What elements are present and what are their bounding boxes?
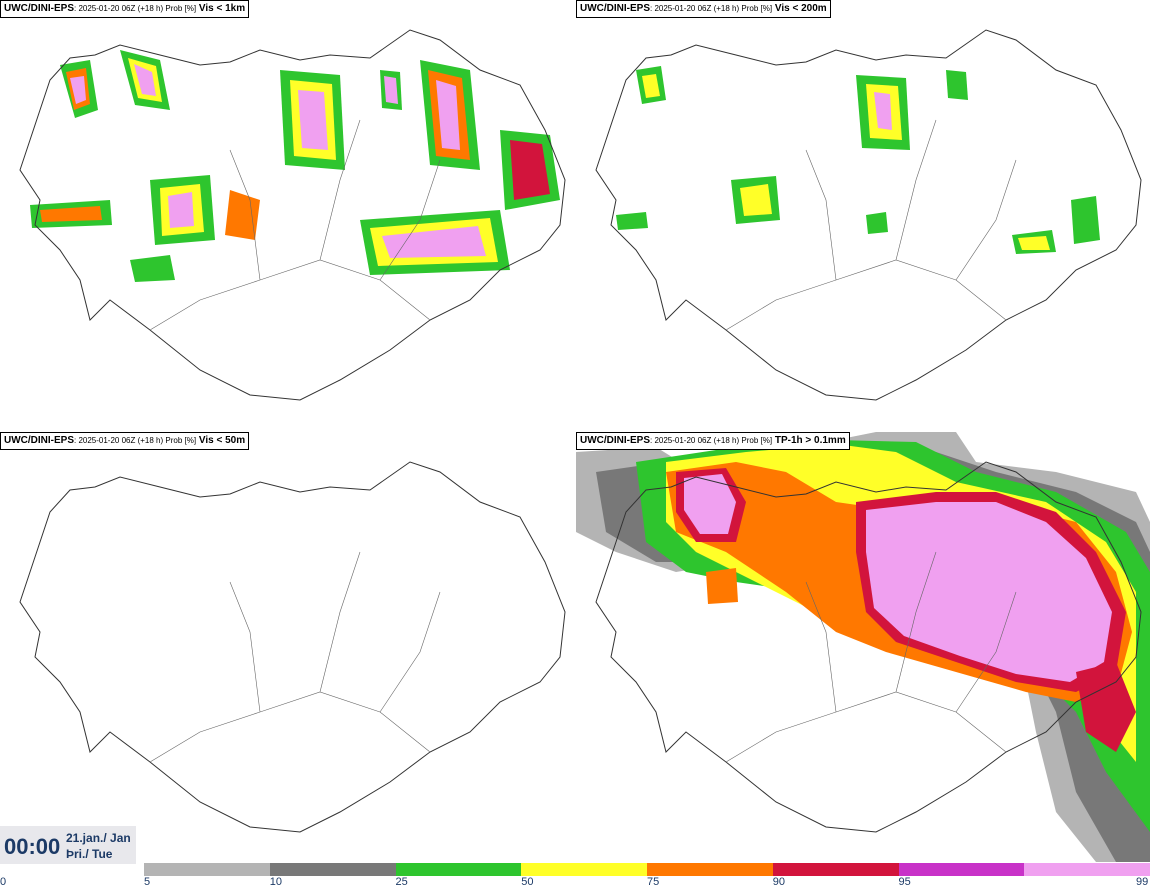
legend-tick-label: 99 <box>1136 876 1149 888</box>
coastline <box>595 461 1142 833</box>
legend-tick-label: 25 <box>395 876 408 888</box>
map-panel-vis-1km: UWC/DINI-EPS: 2025-01-20 06Z (+18 h) Pro… <box>0 0 574 430</box>
model-name: UWC/DINI-EPS <box>4 435 74 446</box>
legend-tick-label: 75 <box>647 876 660 888</box>
probability-fields <box>576 432 1150 862</box>
inland-boundaries <box>149 551 441 763</box>
legend-tick-label: 5 <box>144 876 151 888</box>
parameter-label: TP-1h > 0.1mm <box>774 435 846 446</box>
panel-title: UWC/DINI-EPS: 2025-01-20 06Z (+18 h) Pro… <box>0 0 250 18</box>
iceland-map <box>576 432 1150 862</box>
map-panel-tp-1h: UWC/DINI-EPS: 2025-01-20 06Z (+18 h) Pro… <box>576 432 1150 862</box>
inland-boundaries <box>725 551 1017 763</box>
iceland-map <box>19 29 566 401</box>
legend-tick-label: 50 <box>521 876 534 888</box>
map-panel-vis-200m: UWC/DINI-EPS: 2025-01-20 06Z (+18 h) Pro… <box>576 0 1150 430</box>
probability-fields <box>30 50 560 282</box>
parameter-label: Vis < 50m <box>198 435 246 446</box>
parameter-label: Vis < 1km <box>198 3 246 14</box>
valid-date-line2: Þri./ Tue <box>66 847 113 861</box>
valid-time-clock: 00:00 <box>4 834 61 859</box>
legend-tick-label: 0 <box>0 876 7 888</box>
coastline <box>19 29 566 401</box>
legend-tick-label: 10 <box>269 876 282 888</box>
iceland-map <box>595 29 1142 401</box>
map-panel-vis-50m: UWC/DINI-EPS: 2025-01-20 06Z (+18 h) Pro… <box>0 432 574 862</box>
legend-swatch <box>898 863 1025 876</box>
parameter-label: Vis < 200m <box>774 3 827 14</box>
legend-swatch <box>1024 863 1150 876</box>
coastline <box>19 461 566 833</box>
valid-time-box: 00:00 21.jan./ Jan Þri./ Tue <box>0 826 136 864</box>
color-legend-bar <box>144 863 1150 876</box>
inland-boundaries <box>725 119 1017 331</box>
model-name: UWC/DINI-EPS <box>580 3 650 14</box>
run-info: : 2025-01-20 06Z (+18 h) Prob [%] <box>650 4 773 13</box>
probability-fields <box>616 66 1100 254</box>
legend-swatch <box>144 863 270 876</box>
run-info: : 2025-01-20 06Z (+18 h) Prob [%] <box>74 4 197 13</box>
model-name: UWC/DINI-EPS <box>4 3 74 14</box>
legend-tick-label: 90 <box>772 876 785 888</box>
legend-swatch <box>269 863 396 876</box>
legend-swatch <box>772 863 899 876</box>
model-name: UWC/DINI-EPS <box>580 435 650 446</box>
legend-swatch <box>521 863 647 876</box>
panel-title: UWC/DINI-EPS: 2025-01-20 06Z (+18 h) Pro… <box>576 432 850 450</box>
legend-swatch <box>395 863 522 876</box>
valid-date-line1: 21.jan./ Jan <box>66 831 131 845</box>
iceland-map <box>19 461 566 833</box>
panel-title: UWC/DINI-EPS: 2025-01-20 06Z (+18 h) Pro… <box>576 0 831 18</box>
run-info: : 2025-01-20 06Z (+18 h) Prob [%] <box>74 436 197 445</box>
panel-title: UWC/DINI-EPS: 2025-01-20 06Z (+18 h) Pro… <box>0 432 250 450</box>
coastline <box>595 29 1142 401</box>
legend-tick-label: 95 <box>898 876 911 888</box>
inland-boundaries <box>149 119 441 331</box>
run-info: : 2025-01-20 06Z (+18 h) Prob [%] <box>650 436 773 445</box>
legend-swatch <box>647 863 773 876</box>
